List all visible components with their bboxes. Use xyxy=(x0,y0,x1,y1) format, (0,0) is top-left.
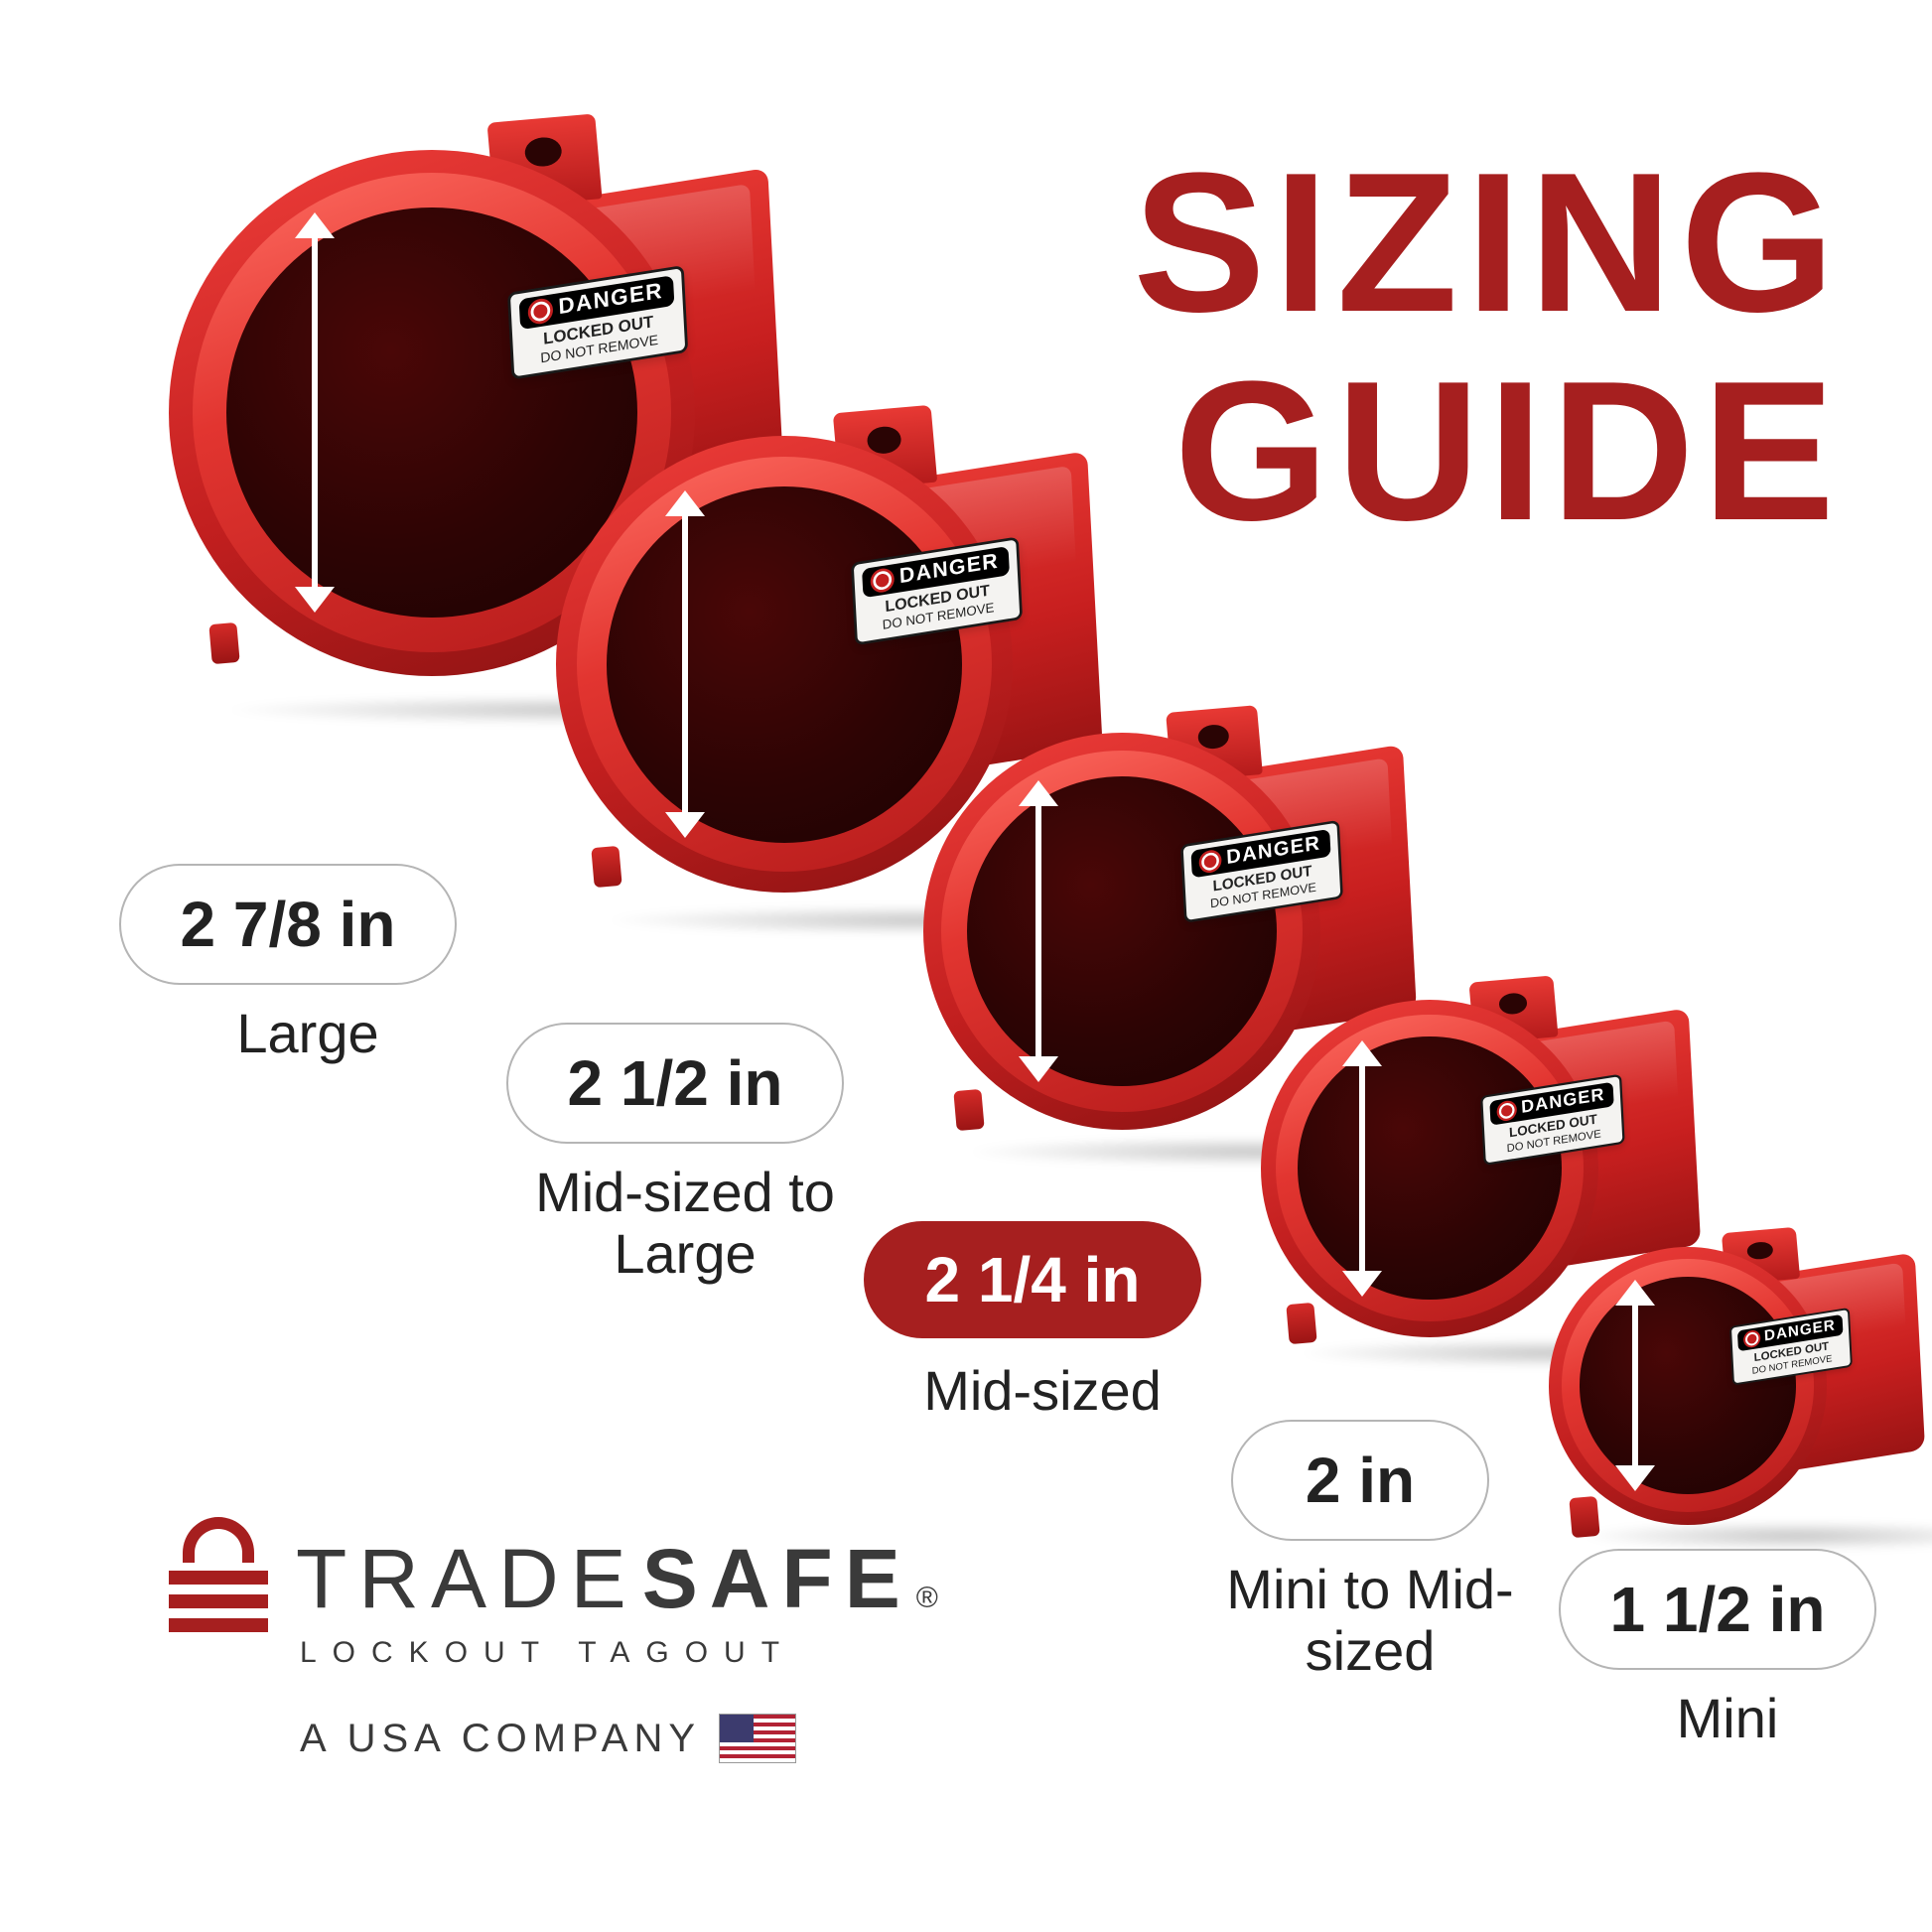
title-line-1: SIZING xyxy=(1133,139,1843,347)
size-name-3: Mini to Mid-sized xyxy=(1221,1559,1519,1681)
brand-name-bold: SAFE xyxy=(642,1531,912,1627)
usa-flag-icon xyxy=(719,1714,796,1763)
registered-mark: ® xyxy=(916,1582,950,1615)
size-name-2: Mid-sized xyxy=(894,1360,1191,1422)
brand-name: TRADESAFE® xyxy=(296,1531,950,1627)
diameter-arrow-icon xyxy=(1019,780,1058,1082)
brand-footer: TRADESAFE® LOCKOUT TAGOUT A USA COMPANY xyxy=(169,1517,950,1763)
diameter-arrow-icon xyxy=(1342,1040,1382,1297)
size-pill-4: 1 1/2 in xyxy=(1559,1549,1876,1670)
size-name-4: Mini xyxy=(1648,1688,1807,1749)
brand-lock-icon xyxy=(169,1517,268,1640)
size-name-0: Large xyxy=(199,1003,417,1064)
brand-origin-row: A USA COMPANY xyxy=(300,1714,796,1763)
size-name-1: Mid-sized to Large xyxy=(526,1162,844,1284)
brand-row: TRADESAFE® xyxy=(169,1517,950,1640)
sizing-guide-infographic: SIZING GUIDE DANGERLOCKED OUTDO NOT REMO… xyxy=(0,0,1932,1932)
size-pill-0: 2 7/8 in xyxy=(119,864,457,985)
diameter-arrow-icon xyxy=(1615,1280,1655,1491)
brand-origin: A USA COMPANY xyxy=(300,1717,701,1761)
size-pill-1: 2 1/2 in xyxy=(506,1023,844,1144)
lockout-device-4: DANGERLOCKED OUTDO NOT REMOVE xyxy=(1549,1241,1932,1533)
size-pill-2: 2 1/4 in xyxy=(864,1221,1201,1338)
diameter-arrow-icon xyxy=(665,490,705,838)
diameter-arrow-icon xyxy=(295,212,335,613)
brand-tagline: LOCKOUT TAGOUT xyxy=(300,1636,795,1670)
brand-name-light: TRADE xyxy=(296,1531,638,1627)
size-pill-3: 2 in xyxy=(1231,1420,1489,1541)
